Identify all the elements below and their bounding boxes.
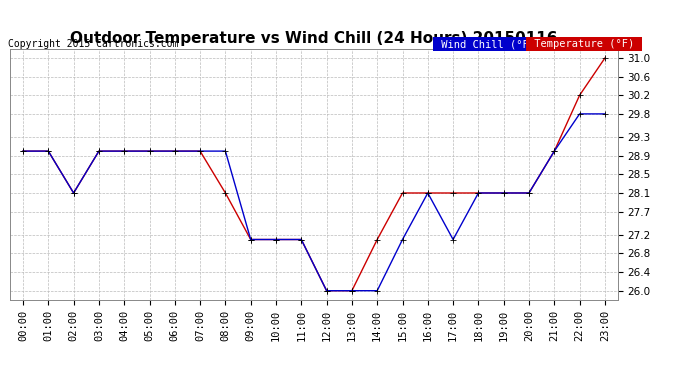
Text: Temperature (°F): Temperature (°F): [528, 39, 640, 50]
Text: Copyright 2015 Cartronics.com: Copyright 2015 Cartronics.com: [8, 39, 179, 50]
Text: Wind Chill (°F): Wind Chill (°F): [435, 39, 541, 50]
Title: Outdoor Temperature vs Wind Chill (24 Hours) 20150116: Outdoor Temperature vs Wind Chill (24 Ho…: [70, 31, 558, 46]
